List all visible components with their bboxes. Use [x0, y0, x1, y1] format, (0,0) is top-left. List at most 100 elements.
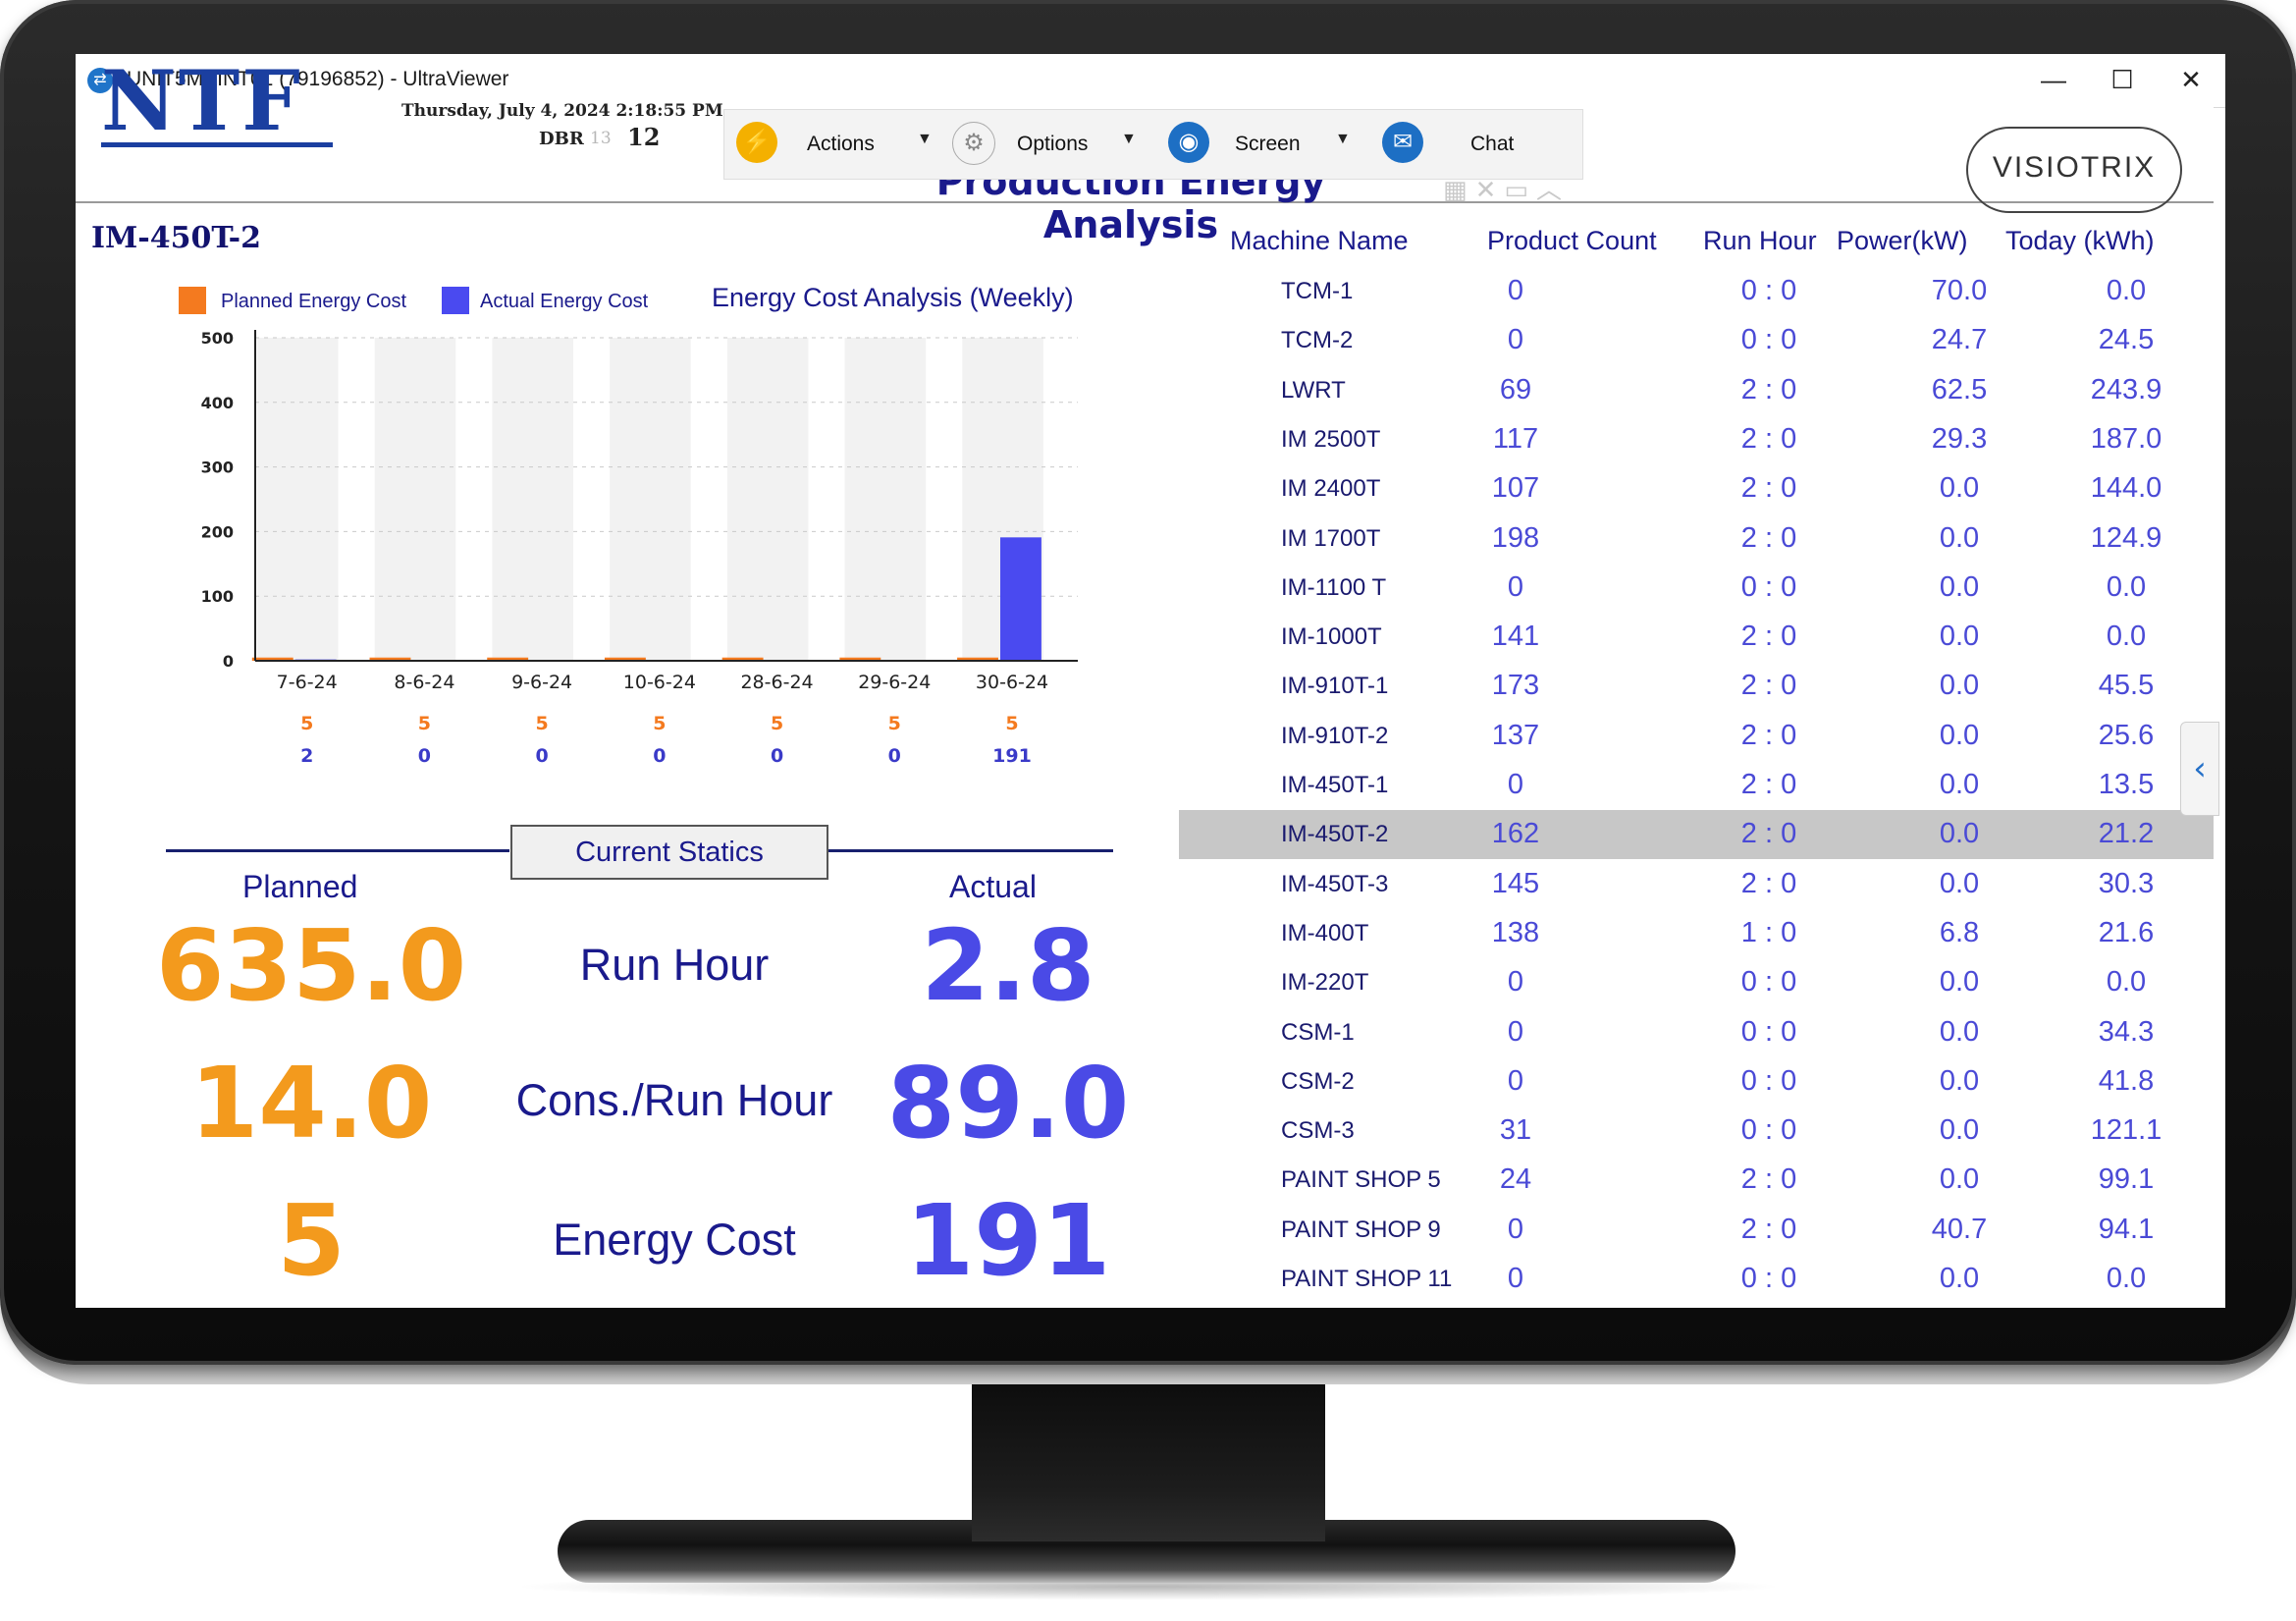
- table-row[interactable]: IM 1700T 198 2 : 0 0.0 124.9: [1179, 514, 2214, 564]
- selected-machine-title: IM-450T-2: [91, 221, 261, 255]
- run-hour-cell: 0 : 0: [1740, 275, 1797, 306]
- options-menu[interactable]: ⚙ Options ▼: [952, 110, 1148, 179]
- chart-x-tick-label: 9-6-24: [511, 672, 572, 693]
- chat-button[interactable]: ✉ Chat: [1382, 110, 1559, 179]
- chart-x-tick-label: 8-6-24: [394, 672, 454, 693]
- chart-column-band: [257, 338, 339, 661]
- remote-screen: ⇄ UNIT5MAINT01 (79196852) - UltraViewer …: [76, 54, 2225, 1308]
- power-cell: 0.0: [1939, 1064, 1980, 1097]
- table-row[interactable]: PAINT SHOP 9 0 2 : 0 40.7 94.1: [1179, 1206, 2214, 1255]
- table-row[interactable]: IM-400T 138 1 : 0 6.8 21.6: [1179, 909, 2214, 958]
- chart-y-tick-label: 0: [223, 652, 234, 671]
- machine-name-cell: CSM-2: [1281, 1067, 1355, 1095]
- power-cell: 0.0: [1939, 1114, 1980, 1147]
- current-statics-heading: Current Statics: [510, 825, 828, 880]
- run-hour-cell: 2 : 0: [1740, 818, 1797, 850]
- product-count-cell: 0: [1507, 1263, 1524, 1294]
- machine-name-cell: PAINT SHOP 5: [1281, 1166, 1441, 1194]
- legend-swatch-actual: [442, 287, 469, 314]
- today-kwh-cell: 13.5: [2098, 769, 2155, 800]
- table-row[interactable]: IM-220T 0 0 : 0 0.0 0.0: [1179, 958, 2214, 1007]
- monitor-icon[interactable]: ▭: [1504, 176, 1536, 205]
- table-row[interactable]: IM 2400T 107 2 : 0 0.0 144.0: [1179, 464, 2214, 513]
- chart-bar-planned: [604, 657, 646, 661]
- product-count-cell: 0: [1507, 1064, 1524, 1097]
- chart-column-band: [844, 338, 927, 661]
- run-hour-cell: 2 : 0: [1740, 521, 1797, 554]
- table-row[interactable]: IM 2500T 117 2 : 0 29.3 187.0: [1179, 415, 2214, 464]
- maximize-button[interactable]: ☐: [2110, 65, 2134, 94]
- table-row[interactable]: IM-1000T 141 2 : 0 0.0 0.0: [1179, 613, 2214, 662]
- today-kwh-cell: 0.0: [2106, 570, 2147, 603]
- screen-menu[interactable]: ◉ Screen ▼: [1168, 110, 1364, 179]
- today-kwh-cell: 144.0: [2090, 472, 2163, 505]
- chevron-down-icon: ▼: [1335, 131, 1351, 147]
- screen-icon: ◉: [1168, 122, 1209, 163]
- product-count-cell: 198: [1491, 521, 1540, 554]
- table-row[interactable]: IM-910T-1 173 2 : 0 0.0 45.5: [1179, 662, 2214, 711]
- chart-title: Energy Cost Analysis (Weekly): [712, 283, 1074, 312]
- product-count-cell: 0: [1507, 275, 1524, 306]
- machine-table-header: Machine Name Product Count Run Hour Powe…: [76, 226, 2225, 265]
- chevron-left-icon[interactable]: ‹: [2180, 722, 2219, 816]
- chevron-down-icon: ▼: [1121, 131, 1137, 147]
- table-row[interactable]: PAINT SHOP 5 24 2 : 0 0.0 99.1: [1179, 1156, 2214, 1205]
- minimize-button[interactable]: —: [2041, 65, 2066, 94]
- power-cell: 0.0: [1939, 769, 1980, 800]
- machine-name-cell: CSM-3: [1281, 1117, 1355, 1145]
- close-button[interactable]: ✕: [2180, 65, 2202, 94]
- chevron-up-icon[interactable]: ︿: [1535, 176, 1570, 205]
- chart-y-tick-label: 400: [201, 394, 234, 412]
- table-row[interactable]: IM-910T-2 137 2 : 0 0.0 25.6: [1179, 712, 2214, 761]
- table-row[interactable]: TCM-1 0 0 : 0 70.0 0.0: [1179, 267, 2214, 316]
- product-count-cell: 107: [1491, 472, 1540, 505]
- chart-y-tick-labels: 0 100 200 300 400 500: [201, 329, 234, 671]
- run-hour-cell: 2 : 0: [1740, 621, 1797, 653]
- chart-column-band: [492, 338, 574, 661]
- chat-label: Chat: [1470, 133, 1515, 155]
- table-row[interactable]: IM-450T-1 0 2 : 0 0.0 13.5: [1179, 761, 2214, 810]
- dbr-previous-value: 13: [590, 129, 612, 148]
- table-row[interactable]: IM-450T-2 162 2 : 0 0.0 21.2: [1179, 810, 2214, 860]
- machine-name-cell: PAINT SHOP 9: [1281, 1216, 1441, 1243]
- chart-data-label-planned: 5: [1005, 713, 1018, 734]
- actions-menu[interactable]: ⚡ Actions ▼: [736, 110, 933, 179]
- grid-icon[interactable]: ▦: [1443, 176, 1475, 205]
- chart-y-tick-label: 300: [201, 459, 234, 477]
- chart-data-label-actual: 191: [992, 745, 1032, 767]
- table-row[interactable]: CSM-1 0 0 : 0 0.0 34.3: [1179, 1008, 2214, 1057]
- chart-axes: [254, 330, 1078, 662]
- cons-per-run-hour-label: Cons./Run Hour: [515, 1075, 833, 1125]
- stats-divider-left: [166, 849, 509, 852]
- table-row[interactable]: PAINT SHOP 11 0 0 : 0 0.0 0.0: [1179, 1255, 2214, 1304]
- table-row[interactable]: CSM-2 0 0 : 0 0.0 41.8: [1179, 1057, 2214, 1107]
- ultraviewer-toolbar: ⚡ Actions ▼ ⚙ Options ▼ ◉ Screen ▼ ✉ Cha…: [723, 109, 1583, 180]
- run-hour-cell: 0 : 0: [1740, 570, 1797, 603]
- today-kwh-cell: 94.1: [2098, 1213, 2155, 1245]
- header-power: Power(kW): [1837, 226, 1968, 255]
- chevron-down-icon: ▼: [917, 131, 933, 147]
- today-kwh-cell: 0.0: [2106, 966, 2147, 999]
- screen-label: Screen: [1235, 133, 1301, 155]
- table-row[interactable]: IM-450T-3 145 2 : 0 0.0 30.3: [1179, 860, 2214, 909]
- table-row[interactable]: CSM-3 31 0 : 0 0.0 121.1: [1179, 1107, 2214, 1156]
- chart-data-label-actual: 0: [771, 745, 783, 767]
- lightning-icon: ⚡: [736, 122, 777, 163]
- fullscreen-exit-icon[interactable]: ✕: [1474, 176, 1505, 205]
- stats-divider-right: [825, 849, 1113, 852]
- planned-energy-cost: 5: [277, 1183, 346, 1298]
- chart-x-tick-label: 7-6-24: [277, 672, 338, 693]
- power-cell: 0.0: [1939, 1263, 1980, 1294]
- actual-energy-cost: 191: [905, 1183, 1111, 1298]
- today-kwh-cell: 124.9: [2090, 521, 2163, 554]
- power-cell: 62.5: [1931, 373, 1988, 405]
- table-row[interactable]: IM-1100 T 0 0 : 0 0.0 0.0: [1179, 564, 2214, 613]
- today-kwh-cell: 99.1: [2098, 1163, 2155, 1196]
- today-kwh-cell: 41.8: [2098, 1064, 2155, 1097]
- table-row[interactable]: LWRT 69 2 : 0 62.5 243.9: [1179, 366, 2214, 415]
- product-count-cell: 141: [1491, 621, 1540, 653]
- today-kwh-cell: 121.1: [2090, 1114, 2163, 1147]
- today-kwh-cell: 24.5: [2098, 324, 2155, 356]
- table-row[interactable]: TCM-2 0 0 : 0 24.7 24.5: [1179, 316, 2214, 365]
- energy-cost-label: Energy Cost: [553, 1215, 796, 1265]
